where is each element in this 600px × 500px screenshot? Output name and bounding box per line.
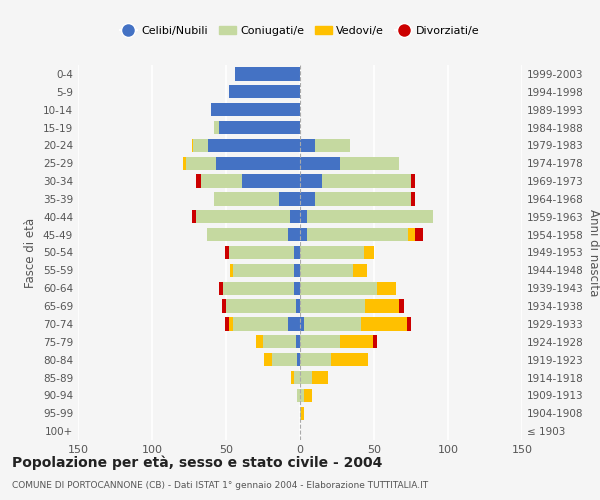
Bar <box>300 353 331 366</box>
Bar <box>193 138 208 152</box>
Bar <box>315 192 411 205</box>
Bar <box>300 317 304 330</box>
Bar <box>290 210 300 224</box>
Bar <box>411 174 415 188</box>
Bar <box>294 371 300 384</box>
Bar <box>296 300 300 313</box>
Bar <box>211 103 300 117</box>
Bar <box>288 228 300 241</box>
Bar <box>196 174 201 188</box>
Bar <box>297 388 300 402</box>
Bar <box>235 67 300 80</box>
Bar <box>353 264 367 277</box>
Bar <box>300 282 377 295</box>
Bar <box>233 317 288 330</box>
Bar <box>192 138 193 152</box>
Bar <box>230 264 233 277</box>
Bar <box>300 246 364 259</box>
Bar <box>300 156 340 170</box>
Bar <box>218 282 223 295</box>
Bar <box>300 300 365 313</box>
Bar <box>224 317 229 330</box>
Bar <box>201 174 242 188</box>
Bar <box>307 228 408 241</box>
Bar <box>207 228 288 241</box>
Bar <box>229 85 300 98</box>
Bar <box>300 192 315 205</box>
Bar <box>331 353 368 366</box>
Bar <box>364 246 374 259</box>
Bar <box>340 335 373 348</box>
Y-axis label: Anni di nascita: Anni di nascita <box>587 209 600 296</box>
Bar <box>307 210 433 224</box>
Bar <box>223 282 294 295</box>
Bar <box>300 210 307 224</box>
Bar <box>300 406 301 420</box>
Y-axis label: Fasce di età: Fasce di età <box>25 218 37 288</box>
Bar <box>300 371 312 384</box>
Bar <box>294 264 300 277</box>
Bar <box>291 371 294 384</box>
Bar <box>214 121 218 134</box>
Bar <box>296 335 300 348</box>
Bar <box>256 335 263 348</box>
Bar <box>196 210 290 224</box>
Bar <box>365 300 399 313</box>
Bar <box>304 317 361 330</box>
Bar <box>312 371 328 384</box>
Bar <box>297 353 300 366</box>
Bar <box>300 335 340 348</box>
Bar <box>300 174 322 188</box>
Bar <box>288 317 300 330</box>
Bar <box>218 121 300 134</box>
Bar <box>408 228 415 241</box>
Bar <box>315 138 350 152</box>
Bar <box>300 228 307 241</box>
Bar <box>265 353 272 366</box>
Bar <box>301 406 304 420</box>
Bar <box>300 264 353 277</box>
Bar <box>221 300 226 313</box>
Bar <box>399 300 404 313</box>
Bar <box>377 282 396 295</box>
Bar <box>215 156 300 170</box>
Bar <box>224 246 229 259</box>
Bar <box>300 388 304 402</box>
Text: COMUNE DI PORTOCANNONE (CB) - Dati ISTAT 1° gennaio 2004 - Elaborazione TUTTITAL: COMUNE DI PORTOCANNONE (CB) - Dati ISTAT… <box>12 481 428 490</box>
Bar <box>411 192 415 205</box>
Bar <box>373 335 377 348</box>
Bar <box>340 156 399 170</box>
Bar <box>229 246 294 259</box>
Bar <box>208 138 300 152</box>
Bar <box>242 174 300 188</box>
Bar <box>192 210 196 224</box>
Legend: Celibi/Nubili, Coniugati/e, Vedovi/e, Divorziati/e: Celibi/Nubili, Coniugati/e, Vedovi/e, Di… <box>116 22 484 40</box>
Bar <box>407 317 411 330</box>
Bar <box>233 264 294 277</box>
Bar <box>279 192 300 205</box>
Bar <box>294 246 300 259</box>
Bar <box>183 156 186 170</box>
Bar <box>415 228 423 241</box>
Bar <box>226 300 296 313</box>
Bar <box>186 156 215 170</box>
Bar <box>322 174 411 188</box>
Text: Popolazione per età, sesso e stato civile - 2004: Popolazione per età, sesso e stato civil… <box>12 456 382 470</box>
Bar <box>361 317 407 330</box>
Bar <box>294 282 300 295</box>
Bar <box>263 335 296 348</box>
Bar <box>229 317 233 330</box>
Bar <box>214 192 279 205</box>
Bar <box>300 138 315 152</box>
Bar <box>304 388 312 402</box>
Bar <box>272 353 297 366</box>
